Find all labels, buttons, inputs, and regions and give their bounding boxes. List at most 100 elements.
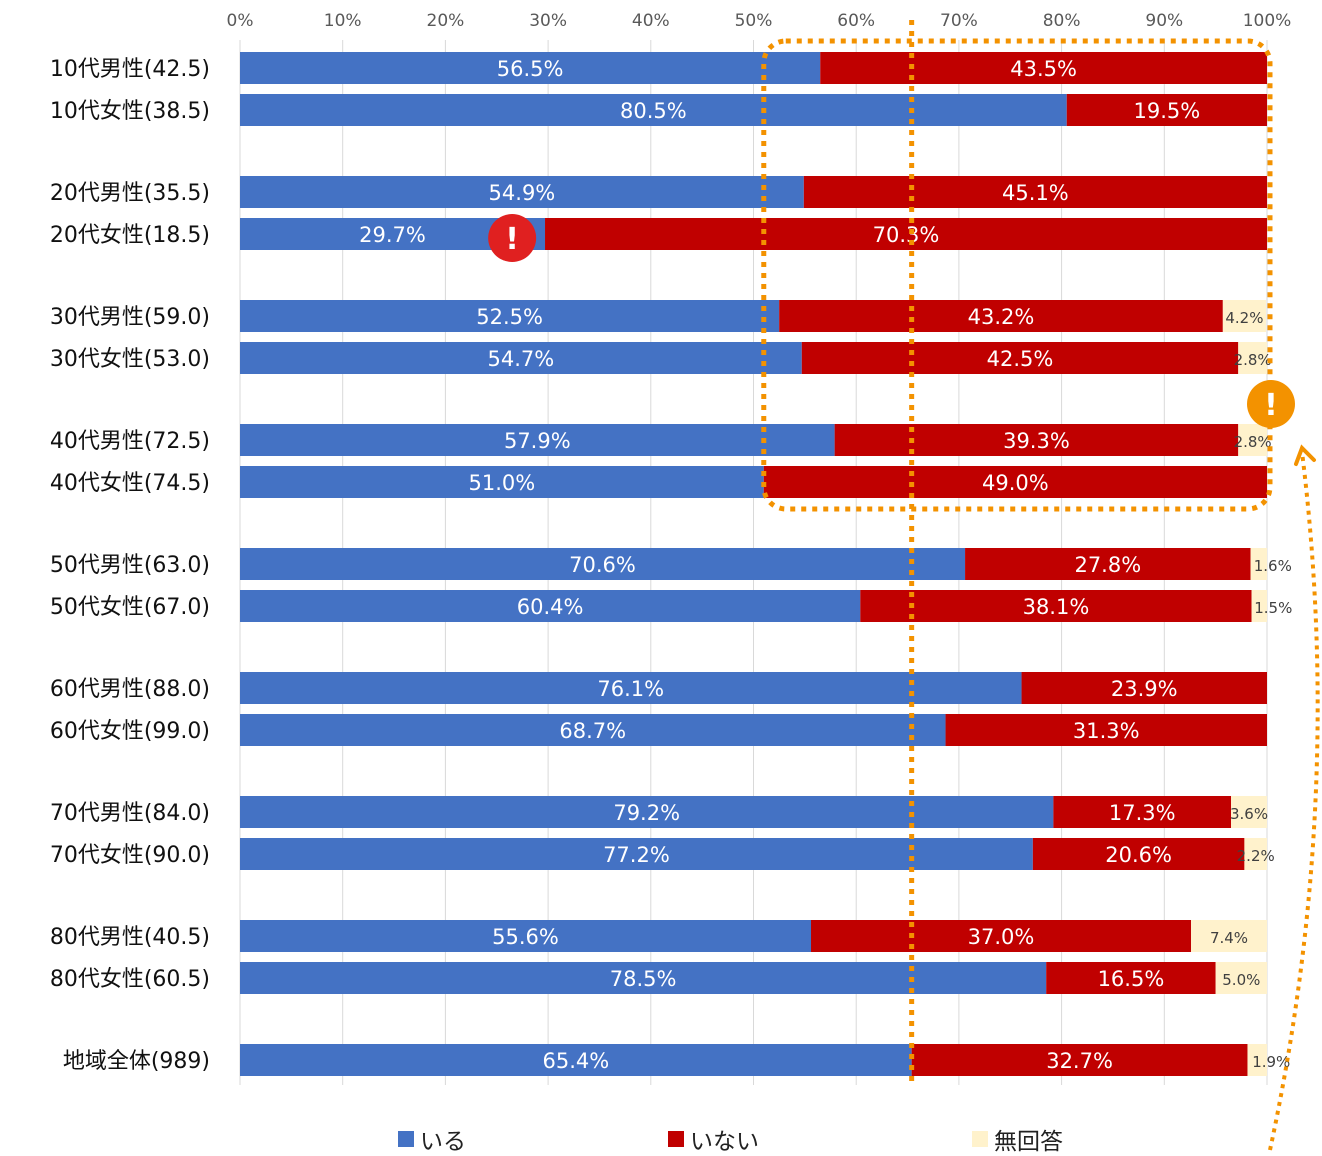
x-axis-ticks: 0% 10% 20% 30% 40% 50% 60% 70% 80% 90% 100% [227, 11, 1292, 31]
data-label-1-8: 27.8% [1074, 553, 1141, 577]
category-label-7: 40代女性(74.5) [50, 471, 210, 496]
bar-0-14 [240, 920, 812, 952]
category-label-13: 70代女性(90.0) [50, 843, 210, 868]
alert-marker-symbol-0: ! [505, 222, 519, 257]
data-label-2-16: 1.9% [1252, 1053, 1290, 1071]
data-label-2-6: 2.8% [1234, 433, 1272, 451]
data-label-2-14: 7.4% [1210, 929, 1248, 947]
bar-1-9 [860, 590, 1252, 622]
bar-1-5 [801, 342, 1239, 374]
category-label-3: 20代女性(18.5) [50, 223, 210, 248]
data-label-0-14: 55.6% [492, 925, 559, 949]
data-label-1-12: 17.3% [1109, 801, 1176, 825]
data-label-1-1: 19.5% [1134, 99, 1201, 123]
x-tick-label-4: 40% [632, 11, 670, 31]
category-label-0: 10代男性(42.5) [50, 57, 210, 82]
bar-0-0 [240, 52, 821, 84]
data-label-2-9: 1.5% [1254, 599, 1292, 617]
legend-label-2: 無回答 [994, 1129, 1063, 1155]
x-tick-label-8: 80% [1043, 11, 1081, 31]
highlight-box [761, 38, 1273, 512]
x-tick-label-2: 20% [427, 11, 465, 31]
category-label-6: 40代男性(72.5) [50, 429, 210, 454]
category-label-14: 80代男性(40.5) [50, 925, 210, 950]
data-labels: 56.5% 43.5% 80.5% 19.5% 54.9% 45.1% 29.7% 70.3%… [359, 57, 1292, 1073]
bar-0-7 [240, 466, 764, 498]
data-label-1-0: 43.5% [1010, 57, 1077, 81]
category-label-10: 60代男性(88.0) [50, 677, 210, 702]
annotations: !! [488, 20, 1320, 1151]
bar-2-14 [1191, 920, 1267, 952]
x-tick-label-1: 10% [324, 11, 362, 31]
category-label-4: 30代男性(59.0) [50, 305, 210, 330]
bar-0-11 [240, 714, 946, 746]
bar-0-2 [240, 176, 804, 208]
x-tick-label-0: 0% [227, 11, 254, 31]
bar-1-15 [1046, 962, 1216, 994]
x-tick-label-6: 60% [837, 11, 875, 31]
data-label-1-7: 49.0% [982, 471, 1049, 495]
bar-0-6 [240, 424, 835, 456]
category-label-2: 20代男性(35.5) [50, 181, 210, 206]
bar-0-12 [240, 796, 1054, 828]
category-label-15: 80代女性(60.5) [50, 967, 210, 992]
data-label-0-13: 77.2% [603, 843, 670, 867]
legend-swatch-0 [398, 1131, 414, 1147]
bar-1-8 [965, 548, 1251, 580]
bar-1-3 [545, 218, 1267, 250]
data-label-0-1: 80.5% [620, 99, 687, 123]
bar-0-13 [240, 838, 1033, 870]
bar-2-8 [1250, 548, 1267, 580]
data-label-2-8: 1.6% [1254, 557, 1292, 575]
bar-1-14 [811, 920, 1192, 952]
bar-2-6 [1238, 424, 1267, 456]
legend-swatch-2 [972, 1131, 988, 1147]
data-label-0-15: 78.5% [610, 967, 677, 991]
bar-2-12 [1231, 796, 1267, 828]
bar-1-4 [779, 300, 1223, 332]
category-label-12: 70代男性(84.0) [50, 801, 210, 826]
data-label-2-13: 2.2% [1237, 847, 1275, 865]
data-label-0-11: 68.7% [559, 719, 626, 743]
legend-item-2: 無回答 [972, 1122, 1063, 1156]
bar-0-4 [240, 300, 780, 332]
bar-0-1 [240, 94, 1067, 126]
bar-0-9 [240, 590, 861, 622]
data-label-0-16: 65.4% [542, 1049, 609, 1073]
data-label-0-6: 57.9% [504, 429, 571, 453]
category-label-8: 50代男性(63.0) [50, 553, 210, 578]
bar-0-16 [240, 1044, 912, 1076]
data-label-1-2: 45.1% [1002, 181, 1069, 205]
bar-0-5 [240, 342, 802, 374]
data-label-1-10: 23.9% [1111, 677, 1178, 701]
bar-2-4 [1222, 300, 1266, 332]
bar-1-11 [945, 714, 1267, 746]
data-label-1-11: 31.3% [1073, 719, 1140, 743]
data-label-0-10: 76.1% [597, 677, 664, 701]
x-tick-label-9: 90% [1145, 11, 1183, 31]
category-label-9: 50代女性(67.0) [50, 595, 210, 620]
bar-1-7 [763, 466, 1267, 498]
bar-1-2 [803, 176, 1267, 208]
category-labels: 10代男性(42.5) 10代女性(38.5) 20代男性(35.5) 20代女性(1… [50, 57, 210, 1074]
data-label-2-4: 4.2% [1225, 309, 1263, 327]
bar-2-16 [1247, 1044, 1267, 1076]
bar-1-12 [1053, 796, 1232, 828]
x-tick-label-3: 30% [529, 11, 567, 31]
data-label-0-5: 54.7% [488, 347, 555, 371]
data-label-0-12: 79.2% [613, 801, 680, 825]
callout-arrowhead [1294, 444, 1316, 466]
alert-marker-0 [488, 214, 537, 262]
data-label-1-4: 43.2% [968, 305, 1035, 329]
bar-1-10 [1021, 672, 1267, 704]
x-tick-label-5: 50% [735, 11, 773, 31]
bar-2-9 [1251, 590, 1267, 622]
data-label-0-3: 29.7% [359, 223, 426, 247]
bar-1-0 [820, 52, 1267, 84]
bar-0-8 [240, 548, 966, 580]
legend-item-1: いない [668, 1122, 759, 1156]
data-label-0-2: 54.9% [489, 181, 556, 205]
alert-marker-1 [1247, 380, 1295, 428]
bar-1-6 [834, 424, 1239, 456]
